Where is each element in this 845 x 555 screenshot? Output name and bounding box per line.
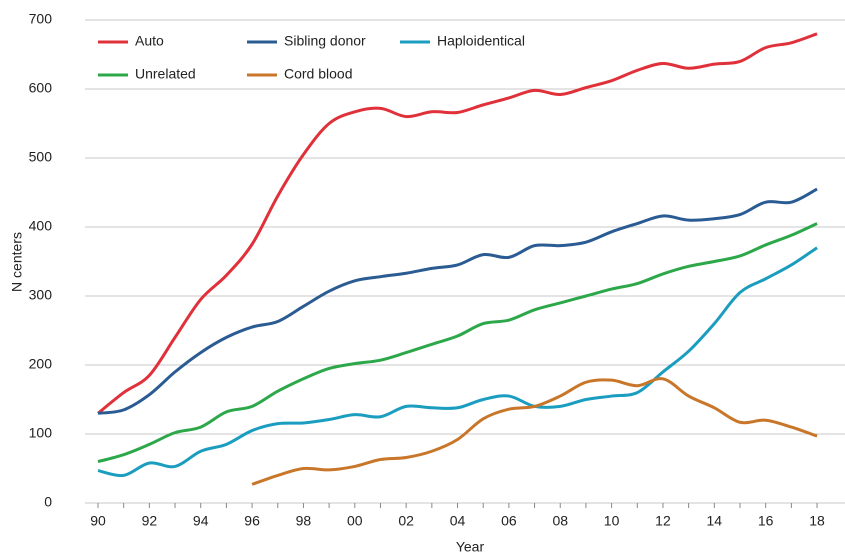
x-tick-label: 04 xyxy=(450,513,466,529)
y-tick-label: 700 xyxy=(29,11,53,27)
x-tick-label: 10 xyxy=(604,513,620,529)
y-tick-label: 300 xyxy=(29,287,53,303)
x-tick-label: 18 xyxy=(809,513,825,529)
x-tick-label: 90 xyxy=(90,513,106,529)
y-axis-label: N centers xyxy=(9,232,25,292)
line-series xyxy=(251,377,818,486)
y-tick-label: 100 xyxy=(29,425,53,441)
x-tick-label: 08 xyxy=(552,513,568,529)
y-tick-label: 600 xyxy=(29,80,53,96)
x-tick-label: 12 xyxy=(655,513,671,529)
y-tick-label: 500 xyxy=(29,149,53,165)
x-tick-label: 92 xyxy=(142,513,158,529)
legend-label: Sibling donor xyxy=(284,33,366,49)
line-series xyxy=(97,32,818,415)
x-axis-label: Year xyxy=(456,539,485,555)
x-tick-label: 94 xyxy=(193,513,209,529)
legend-label: Auto xyxy=(135,33,164,49)
line-series xyxy=(97,222,818,464)
x-tick-label: 02 xyxy=(398,513,414,529)
x-tick-label: 00 xyxy=(347,513,363,529)
y-tick-label: 200 xyxy=(29,356,53,372)
x-tick-label: 96 xyxy=(244,513,260,529)
legend-label: Cord blood xyxy=(284,66,353,82)
legend-label: Haploidentical xyxy=(437,33,525,49)
legend-label: Unrelated xyxy=(135,66,196,82)
x-tick-label: 16 xyxy=(758,513,774,529)
line-series xyxy=(97,246,818,478)
y-tick-label: 0 xyxy=(44,494,52,510)
line-series xyxy=(97,187,818,415)
x-tick-label: 06 xyxy=(501,513,517,529)
x-tick-label: 14 xyxy=(707,513,723,529)
y-tick-label: 400 xyxy=(29,218,53,234)
x-tick-label: 98 xyxy=(296,513,312,529)
